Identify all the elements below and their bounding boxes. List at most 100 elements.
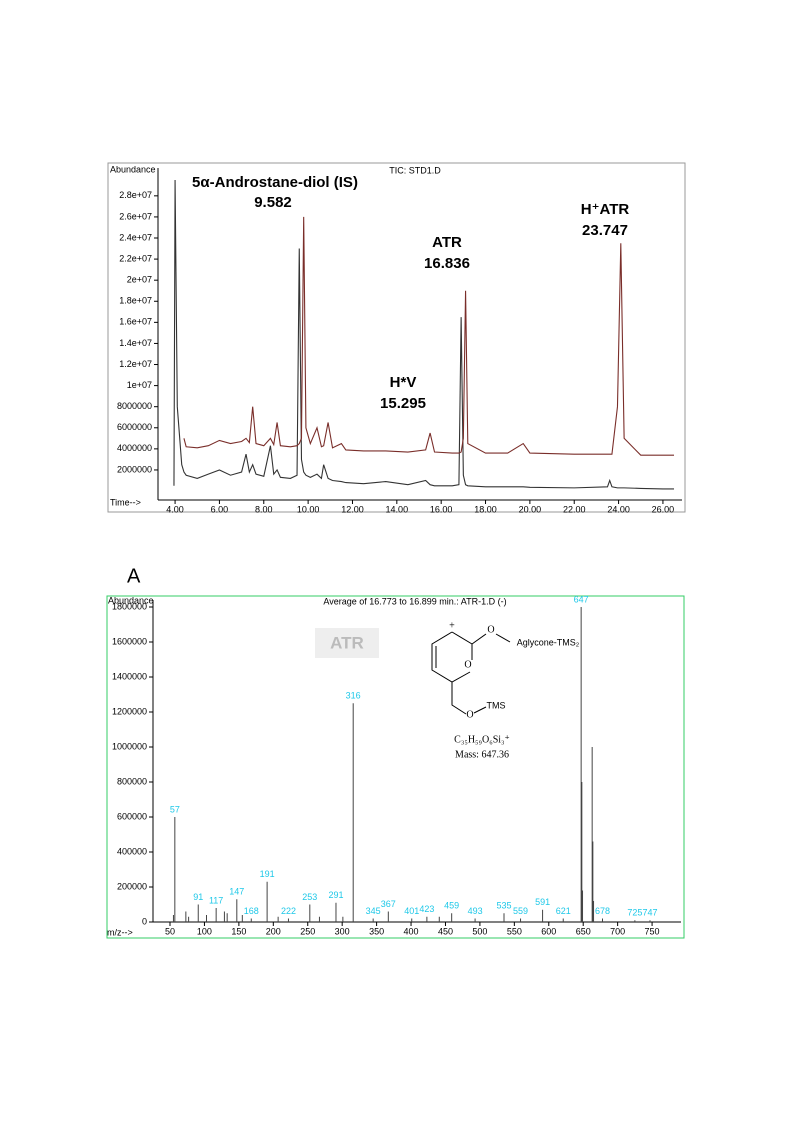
peak-label: 678 — [595, 906, 610, 916]
peak-label: 367 — [381, 899, 396, 909]
peak-label: 316 — [346, 691, 361, 701]
peak-label: 291 — [328, 890, 343, 900]
x-tick-label: 8.00 — [255, 504, 273, 514]
y-tick-label: 0 — [142, 916, 147, 926]
chart-frame — [107, 162, 686, 513]
annotation: H*V — [390, 374, 417, 391]
bond — [451, 682, 467, 715]
annotation: 5α-Androstane-diol (IS) — [192, 174, 358, 191]
y-tick-label: 2.4e+07 — [119, 232, 152, 242]
y-tick-label: 1e+07 — [127, 380, 152, 390]
x-tick-label: 100 — [197, 926, 212, 936]
x-tick-label: 250 — [300, 926, 315, 936]
x-tick-label: 22.00 — [563, 504, 586, 514]
peak-label: 253 — [302, 892, 317, 902]
x-tick-label: 500 — [472, 926, 487, 936]
peak-label: 57 — [170, 804, 180, 814]
peak-label: 91 — [193, 892, 203, 902]
y-tick-label: 1800000 — [112, 601, 147, 611]
annotation: C₃₅H₅₉O₆Si₃⁺ — [454, 734, 510, 745]
x-tick-label: 750 — [645, 926, 660, 936]
annotation: H⁺ATR — [581, 201, 630, 218]
annotation: TMS — [487, 700, 506, 710]
peak-label: 222 — [281, 906, 296, 916]
peak-label: 401 — [404, 906, 419, 916]
x-tick-label: 150 — [231, 926, 246, 936]
peak-label: 117 — [209, 895, 223, 905]
y-tick-label: 400000 — [117, 846, 147, 856]
chart-title: Average of 16.773 to 16.899 min.: ATR-1.… — [323, 596, 506, 606]
annotation: 16.836 — [424, 255, 470, 272]
y-tick-label: 1200000 — [112, 706, 147, 716]
x-axis-label: Time--> — [110, 497, 141, 507]
x-tick-label: 350 — [369, 926, 384, 936]
x-tick-label: 550 — [507, 926, 522, 936]
bond — [471, 633, 487, 645]
y-tick-label: 2.6e+07 — [119, 211, 152, 221]
x-tick-label: 700 — [610, 926, 625, 936]
y-tick-label: 1000000 — [112, 741, 147, 751]
y-tick-label: 1.2e+07 — [119, 359, 152, 369]
structure — [431, 631, 511, 715]
x-tick-label: 10.00 — [297, 504, 320, 514]
y-tick-label: 1.8e+07 — [119, 296, 152, 306]
x-tick-label: 4.00 — [166, 504, 184, 514]
annotation: ATR — [432, 234, 462, 251]
annotation: O — [466, 709, 473, 720]
x-tick-label: 200 — [266, 926, 281, 936]
annotation: O — [487, 624, 494, 635]
panel-label: A — [127, 565, 141, 587]
y-tick-label: 600000 — [117, 811, 147, 821]
x-tick-label: 600 — [541, 926, 556, 936]
peak-label: 747 — [642, 908, 657, 918]
bond — [495, 633, 511, 643]
x-tick-label: 450 — [438, 926, 453, 936]
annotation: 9.582 — [254, 194, 292, 211]
annotation: 23.747 — [582, 222, 628, 239]
y-tick-label: 2.8e+07 — [119, 190, 152, 200]
peak-label: 168 — [244, 906, 259, 916]
peak-label: 459 — [444, 901, 459, 911]
x-tick-label: 12.00 — [341, 504, 364, 514]
bond — [473, 706, 487, 714]
y-tick-label: 1400000 — [112, 671, 147, 681]
y-tick-label: 4000000 — [117, 443, 152, 453]
y-tick-label: 800000 — [117, 776, 147, 786]
y-tick-label: 200000 — [117, 881, 147, 891]
annotation: 15.295 — [380, 395, 426, 412]
annotation: + — [449, 620, 455, 631]
y-tick-label: 1600000 — [112, 636, 147, 646]
peak-label: 559 — [513, 906, 528, 916]
x-tick-label: 14.00 — [386, 504, 409, 514]
y-axis-label: Abundance — [108, 595, 154, 605]
bond — [431, 631, 471, 683]
badge-box — [315, 628, 379, 658]
y-axis-label: Abundance — [110, 164, 156, 174]
x-tick-label: 26.00 — [652, 504, 675, 514]
x-tick-label: 400 — [404, 926, 419, 936]
x-tick-label: 18.00 — [474, 504, 497, 514]
y-tick-label: 6000000 — [117, 422, 152, 432]
x-tick-label: 50 — [165, 926, 175, 936]
trace — [173, 180, 675, 490]
peak-label: 647 — [574, 594, 589, 604]
annotation: Mass: 647.36 — [455, 749, 509, 760]
peak-label: 591 — [535, 897, 550, 907]
y-tick-label: 1.4e+07 — [119, 338, 152, 348]
peak-label: 147 — [229, 887, 244, 897]
y-tick-label: 2.2e+07 — [119, 253, 152, 263]
chart-frame — [106, 595, 685, 939]
x-tick-label: 6.00 — [211, 504, 229, 514]
y-tick-label: 2e+07 — [127, 275, 152, 285]
annotation: O — [464, 659, 471, 670]
peak-label: 345 — [366, 906, 381, 916]
peak-label: 535 — [496, 901, 511, 911]
x-axis-label: m/z--> — [107, 927, 133, 937]
chart-title: TIC: STD1.D — [389, 165, 441, 175]
y-tick-label: 2000000 — [117, 464, 152, 474]
peak-label: 191 — [260, 869, 275, 879]
peak-label: 725 — [627, 908, 642, 918]
annotation: Aglycone-TMS₂ — [517, 637, 580, 647]
